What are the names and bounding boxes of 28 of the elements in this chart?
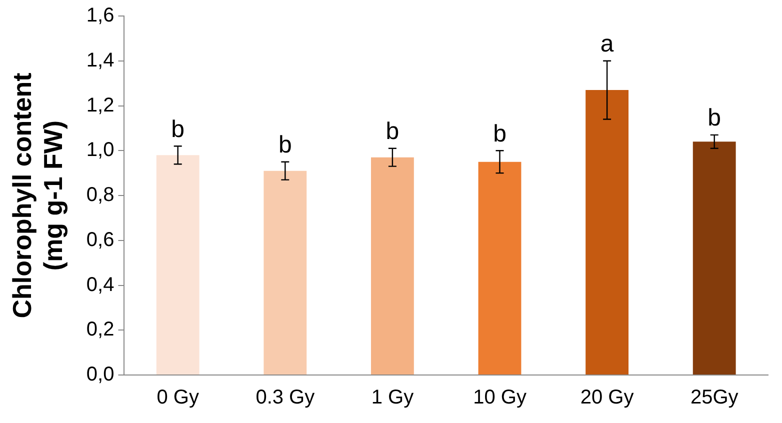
annotation: b: [278, 131, 292, 158]
y-tick-label: 0,0: [86, 364, 114, 386]
annotation: b: [171, 116, 185, 143]
x-tick-label: 20 Gy: [580, 386, 634, 409]
y-tick-label: 0,4: [86, 274, 114, 296]
y-axis-title: Chlorophyll content (mg g-1 FW): [6, 72, 68, 318]
annotation: b: [708, 104, 722, 132]
y-tick-label: 0,8: [86, 184, 114, 206]
x-tick-label: 1 Gy: [371, 386, 414, 409]
bar: [586, 90, 629, 374]
bar: [264, 170, 307, 374]
bar: [692, 142, 736, 374]
y-tick-label: 1,4: [86, 49, 114, 72]
annotation: a: [600, 30, 614, 58]
x-tick-label: 10 Gy: [473, 386, 526, 409]
y-tick-label: 0,2: [86, 318, 114, 341]
annotation: b: [386, 118, 400, 146]
x-tick-label: 25Gy: [690, 386, 738, 409]
y-tick-label: 1,2: [86, 94, 114, 116]
x-tick-label: 0.3 Gy: [256, 386, 315, 409]
x-tick-label: 0 Gy: [156, 386, 199, 409]
bar: [156, 155, 200, 374]
bar: [478, 162, 522, 374]
y-tick-label: 0,6: [86, 228, 114, 251]
y-tick-label: 1,6: [86, 4, 114, 27]
annotation: b: [493, 120, 506, 148]
y-tick-label: 1,0: [86, 139, 114, 162]
bar: [370, 157, 414, 374]
